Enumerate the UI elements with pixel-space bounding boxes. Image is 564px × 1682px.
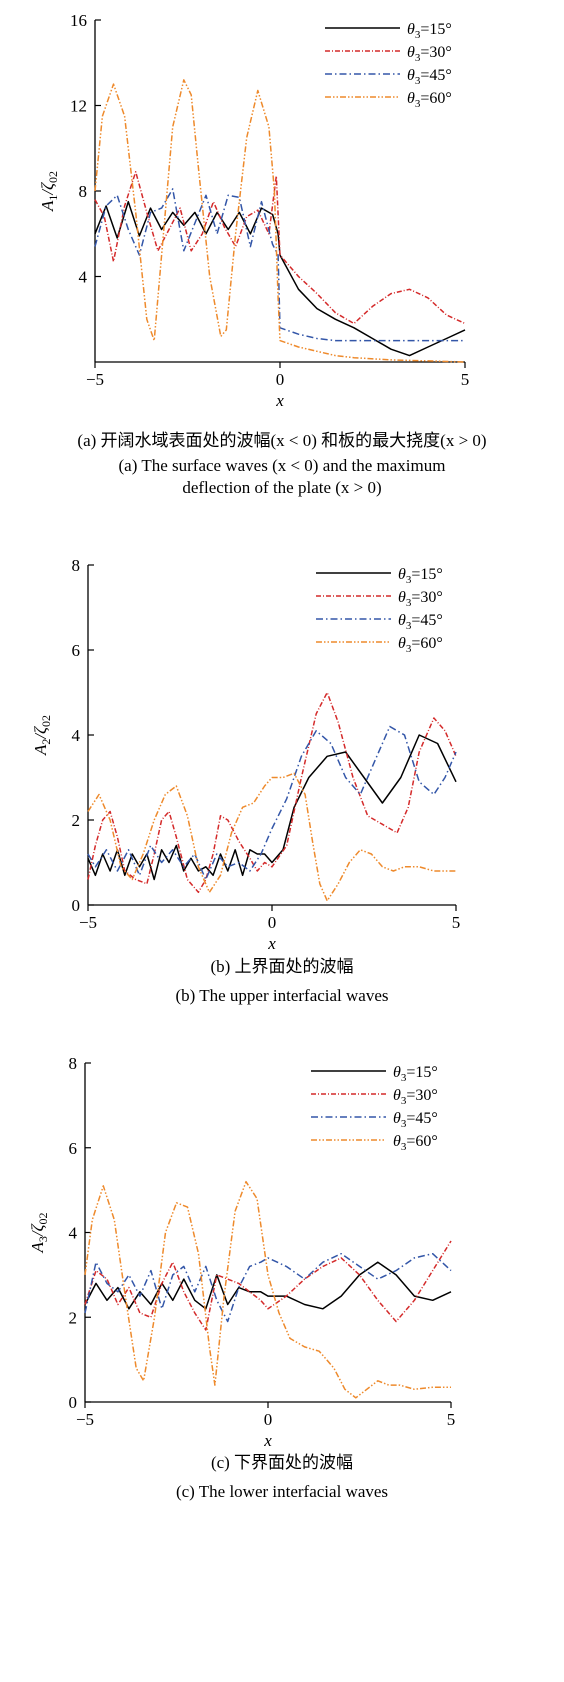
- x-tick-label: −5: [79, 913, 97, 932]
- y-tick-label: 6: [72, 641, 81, 660]
- y-tick-label: 6: [69, 1139, 78, 1158]
- y-tick-label: 4: [69, 1224, 78, 1243]
- x-tick-label: 0: [276, 370, 285, 389]
- panel-c: −5 0 5 0 2 4 6 8 x A3/ζ02 θ3=15° θ3=30° θ3=45° θ3=60°…: [0, 1054, 564, 1660]
- caption-c-cn: (c) 下界面处的波幅: [210, 1453, 354, 1472]
- series-line-3: [84, 1252, 452, 1323]
- y-tick-label: 2: [69, 1308, 78, 1327]
- legend-label: θ3=45°: [407, 67, 452, 87]
- y-tick-label: 4: [72, 726, 81, 745]
- x-tick-label: −5: [86, 370, 104, 389]
- y-tick-label: 2: [72, 811, 81, 830]
- x-tick-label: 0: [268, 913, 277, 932]
- legend-label: θ3=15°: [407, 21, 452, 41]
- y-axis-title: A1/ζ02: [38, 171, 60, 212]
- series-line-4: [84, 1180, 451, 1399]
- legend-label: θ3=15°: [393, 1064, 438, 1084]
- y-tick-label: 0: [69, 1393, 78, 1412]
- legend-label: θ3=15°: [398, 566, 443, 586]
- y-axis-title: A3/ζ02: [28, 1213, 50, 1254]
- panel-a: −5 0 5 4 8 12 16 x A1/ζ02 θ3=15° θ3=30° θ3=45° θ3=60…: [0, 0, 564, 560]
- y-axis-title: A2/ζ02: [31, 715, 53, 756]
- legend-label: θ3=45°: [393, 1110, 438, 1130]
- legend-label: θ3=60°: [398, 635, 443, 655]
- x-axis-title: x: [263, 1431, 272, 1450]
- caption-a-en: (a) The surface waves (x < 0) and the ma…: [118, 456, 446, 497]
- series-line-2: [84, 1240, 452, 1331]
- y-tick-label: 8: [72, 556, 81, 575]
- legend-label: θ3=30°: [407, 44, 452, 64]
- x-axis-title: x: [267, 934, 276, 953]
- chart-a: −5 0 5 4 8 12 16 x A1/ζ02 θ3=15° θ3=30° θ3=45° θ3=60…: [38, 11, 470, 410]
- legend-label: θ3=30°: [398, 589, 443, 609]
- series-line-1: [84, 1261, 452, 1310]
- y-tick-label: 4: [79, 268, 88, 287]
- series-line-1: [94, 200, 466, 357]
- legend-label: θ3=30°: [393, 1087, 438, 1107]
- caption-a-cn: (a) 开阔水域表面处的波幅(x < 0) 和板的最大挠度(x > 0): [77, 431, 487, 450]
- series-line-1: [87, 734, 457, 881]
- y-tick-label: 12: [70, 97, 87, 116]
- legend-label: θ3=45°: [398, 612, 443, 632]
- series-line-2: [87, 691, 457, 894]
- x-tick-label: 5: [452, 913, 461, 932]
- x-tick-label: 0: [264, 1410, 273, 1429]
- y-tick-label: 8: [79, 182, 88, 201]
- x-tick-label: 5: [447, 1410, 456, 1429]
- panel-b: −5 0 5 0 2 4 6 8 x A2/ζ02 θ3=15° θ3=30° θ3=45° θ3=60°…: [0, 556, 564, 1120]
- series-line-3: [87, 725, 457, 881]
- series-line-3: [94, 188, 465, 342]
- legend-label: θ3=60°: [393, 1133, 438, 1153]
- y-tick-label: 8: [69, 1054, 78, 1073]
- y-tick-label: 16: [70, 11, 87, 30]
- caption-b-cn: (b) 上界面处的波幅: [210, 957, 354, 976]
- series-line-4: [87, 772, 456, 902]
- x-tick-label: 5: [461, 370, 470, 389]
- caption-c-en: (c) The lower interfacial waves: [175, 1482, 389, 1501]
- x-tick-label: −5: [76, 1410, 94, 1429]
- series-line-4: [94, 79, 466, 363]
- legend-label: θ3=60°: [407, 90, 452, 110]
- y-tick-label: 0: [72, 896, 81, 915]
- caption-b-en: (b) The upper interfacial waves: [175, 986, 389, 1005]
- x-axis-title: x: [275, 391, 284, 410]
